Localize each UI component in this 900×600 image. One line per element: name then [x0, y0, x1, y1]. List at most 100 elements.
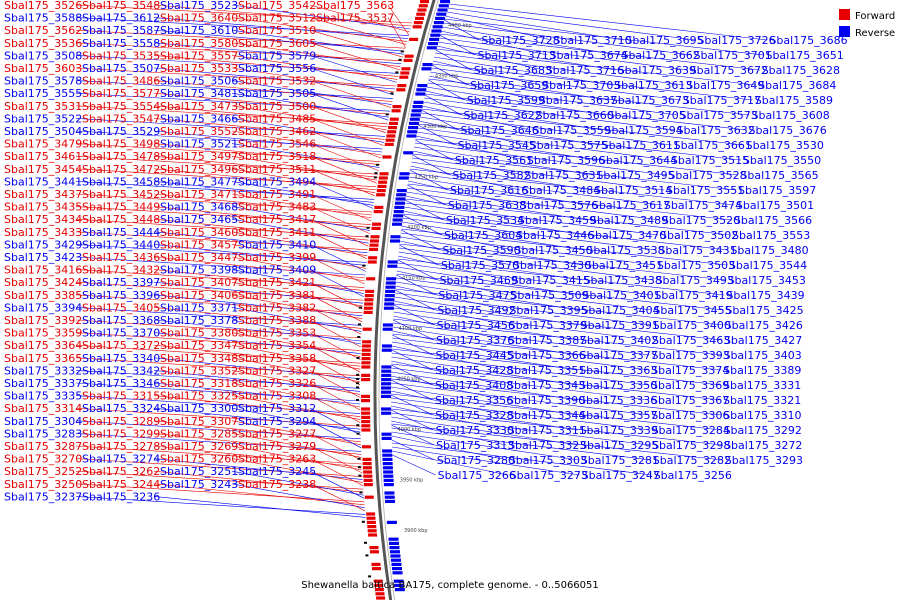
- gene-label-left: Sbal175_3433: [4, 226, 82, 239]
- forward-gene-feature: [362, 353, 371, 356]
- reverse-gene-feature: [383, 462, 393, 465]
- gene-label-left: Sbal175_3478: [82, 150, 160, 163]
- gene-label-left: Sbal175_3555: [4, 87, 82, 100]
- reverse-gene-feature: [408, 126, 418, 129]
- gene-label-right: Sbal175_3660: [536, 109, 614, 122]
- legend: Forward Reverse: [839, 9, 895, 39]
- gene-label-left: Sbal175_3587: [82, 24, 160, 37]
- reverse-gene-feature: [435, 17, 445, 20]
- gene-label-left: Sbal175_3523: [160, 0, 238, 12]
- gene-label-left: Sbal175_3337: [4, 377, 82, 390]
- forward-gene-feature: [361, 361, 370, 364]
- gene-label-left: Sbal175_3270: [4, 453, 82, 466]
- forward-gene-feature: [361, 407, 370, 410]
- gene-label-left: Sbal175_3300: [160, 402, 238, 415]
- feature-tick: [374, 176, 377, 178]
- forward-gene-feature: [418, 8, 427, 11]
- gene-label-right: Sbal175_3695: [625, 34, 703, 47]
- reverse-gene-feature: [439, 4, 449, 7]
- gene-label-left: Sbal175_3498: [82, 138, 160, 151]
- gene-label-right: Sbal175_3590: [442, 244, 520, 257]
- gene-label-left: Sbal175_3468: [160, 201, 238, 214]
- gene-label-right: Sbal175_3716: [546, 64, 624, 77]
- gene-label-left: Sbal175_3269: [160, 440, 238, 453]
- gene-label-right: Sbal175_3280: [437, 454, 515, 467]
- reverse-gene-feature: [438, 8, 448, 11]
- gene-label-left: Sbal175_3424: [4, 276, 82, 289]
- gene-label-left: Sbal175_3385: [4, 289, 82, 302]
- gene-label-right: Sbal175_3616: [450, 184, 528, 197]
- gene-label-left: Sbal175_3460: [160, 226, 238, 239]
- gene-label-left: Sbal175_3507: [82, 62, 160, 75]
- gene-label-right: Sbal175_3389: [723, 364, 801, 377]
- reverse-gene-feature: [392, 223, 402, 226]
- forward-gene-feature: [361, 374, 370, 377]
- gene-label-right: Sbal175_3439: [726, 289, 804, 302]
- reverse-gene-feature: [382, 349, 392, 352]
- reverse-gene-feature: [397, 189, 407, 192]
- gene-label-right: Sbal175_3597: [738, 184, 816, 197]
- gene-label-left: Sbal175_3283: [4, 427, 82, 440]
- gene-label-right: Sbal175_3502: [660, 229, 738, 242]
- connector-line: [310, 320, 361, 347]
- forward-gene-feature: [363, 475, 372, 478]
- reverse-gene-feature: [383, 475, 393, 478]
- gene-label-right: Sbal175_3293: [725, 454, 803, 467]
- reverse-gene-feature: [384, 483, 394, 486]
- gene-label-left: Sbal175_3535: [82, 49, 160, 62]
- connector-line: [310, 219, 368, 246]
- feature-tick: [357, 336, 360, 338]
- feature-tick: [356, 424, 359, 426]
- reverse-gene-feature: [392, 567, 402, 570]
- reverse-gene-feature: [412, 109, 422, 112]
- gene-label-left: Sbal175_3537: [316, 12, 394, 25]
- kbp-tick-label: 4150 kbp: [402, 276, 426, 282]
- gene-label-left: Sbal175_3315: [82, 390, 160, 403]
- gene-label-left: Sbal175_3612: [82, 12, 160, 25]
- gene-label-left: Sbal175_3358: [238, 352, 316, 365]
- gene-label-right: Sbal175_3717: [683, 94, 761, 107]
- gene-label-right: Sbal175_3514: [594, 184, 672, 197]
- gene-label-right: Sbal175_3545: [458, 139, 536, 152]
- gene-label-right: Sbal175_3515: [671, 154, 749, 167]
- forward-gene-feature: [363, 328, 372, 331]
- gene-label-left: Sbal175_3506: [160, 75, 238, 88]
- reverse-gene-feature: [382, 454, 392, 457]
- gene-label-left: Sbal175_3562: [4, 24, 82, 37]
- gene-label-left: Sbal175_3243: [160, 478, 238, 491]
- forward-gene-feature: [361, 395, 370, 398]
- feature-tick: [390, 92, 393, 94]
- forward-gene-feature: [363, 466, 372, 469]
- gene-label-left: Sbal175_3312: [238, 402, 316, 415]
- reverse-gene-feature: [389, 546, 399, 549]
- gene-label-right: Sbal175_3321: [723, 394, 801, 407]
- legend-forward-label: Forward: [855, 11, 895, 22]
- reverse-gene-feature: [385, 294, 395, 297]
- feature-tick: [358, 466, 361, 468]
- gene-label-left: Sbal175_3378: [160, 314, 238, 327]
- reverse-gene-feature: [390, 239, 400, 242]
- gene-label-left: Sbal175_3494: [238, 175, 316, 188]
- forward-gene-feature: [368, 260, 377, 263]
- forward-gene-feature: [386, 134, 395, 137]
- gene-label-left: Sbal175_3579: [238, 49, 316, 62]
- gene-label-right: Sbal175_3686: [769, 34, 847, 47]
- gene-label-left: Sbal175_3529: [82, 125, 160, 138]
- gene-label-left: Sbal175_3546: [238, 138, 316, 151]
- gene-label-right: Sbal175_3474: [664, 199, 742, 212]
- gene-label-right: Sbal175_3480: [730, 244, 808, 257]
- feature-tick: [364, 542, 367, 544]
- reverse-gene-feature: [399, 176, 409, 179]
- reverse-gene-feature: [385, 286, 395, 289]
- gene-label-right: Sbal175_3377: [579, 349, 657, 362]
- gene-label-left: Sbal175_3479: [4, 138, 82, 151]
- forward-gene-feature: [409, 38, 418, 41]
- reverse-gene-feature: [396, 193, 406, 196]
- forward-gene-feature: [364, 483, 373, 486]
- gene-label-right: Sbal175_3705: [608, 109, 686, 122]
- reverse-gene-feature: [433, 25, 443, 28]
- gene-label-right: Sbal175_3469: [440, 274, 518, 287]
- gene-label-left: Sbal175_3314: [4, 402, 82, 415]
- gene-label-left: Sbal175_3461: [4, 150, 82, 163]
- gene-label-right: Sbal175_3282: [653, 454, 731, 467]
